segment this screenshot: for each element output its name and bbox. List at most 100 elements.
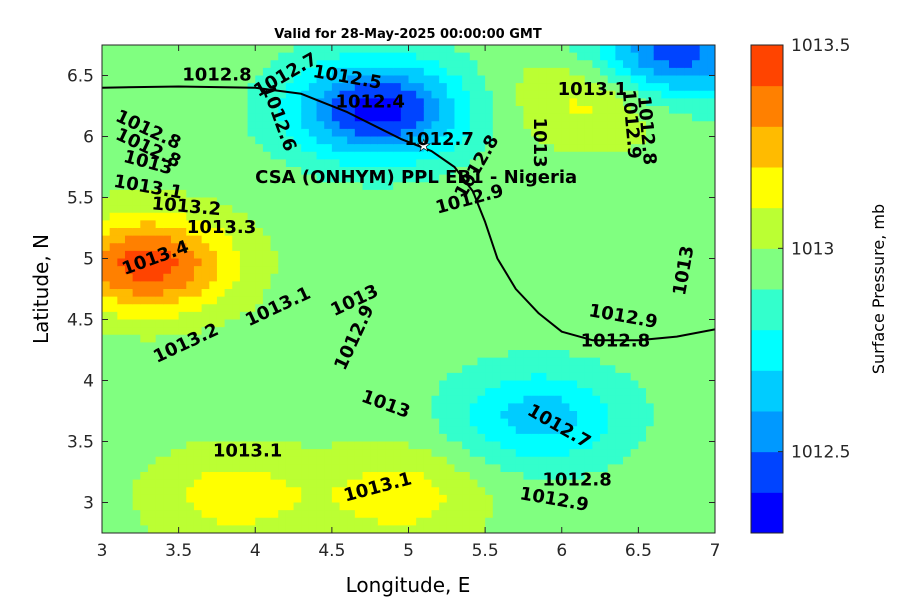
field-cell (124, 311, 134, 321)
field-cell (209, 357, 218, 366)
field-cell (232, 426, 241, 435)
field-cell (201, 52, 210, 61)
field-cell (400, 289, 410, 298)
field-cell (102, 502, 111, 511)
field-cell (370, 151, 379, 160)
field-cell (170, 296, 180, 305)
field-cell (209, 487, 218, 496)
field-cell (569, 151, 578, 160)
field-cell (531, 433, 540, 443)
field-cell (446, 372, 456, 382)
field-cell (331, 75, 341, 84)
field-cell (370, 250, 379, 260)
field-cell (531, 311, 540, 321)
field-cell (370, 433, 379, 443)
field-cell (124, 113, 134, 122)
field-cell (600, 334, 609, 343)
field-cell (324, 273, 333, 282)
field-cell (554, 136, 563, 145)
field-cell (469, 418, 479, 427)
field-cell (155, 342, 164, 351)
field-cell (377, 525, 387, 533)
field-cell (577, 365, 586, 374)
field-cell (577, 487, 586, 496)
field-cell (523, 327, 532, 336)
field-cell (554, 83, 563, 92)
field-cell (423, 83, 433, 92)
field-cell (569, 121, 578, 130)
field-cell (331, 189, 341, 199)
field-cell (454, 296, 463, 305)
field-cell (170, 449, 180, 458)
field-cell (140, 98, 149, 107)
field-cell (201, 67, 210, 77)
field-cell (454, 212, 463, 221)
field-cell (140, 235, 149, 244)
field-cell (147, 167, 157, 176)
field-cell (377, 289, 387, 298)
field-cell (354, 380, 364, 389)
field-cell (531, 90, 540, 99)
field-cell (653, 449, 662, 458)
field-cell (201, 487, 210, 496)
field-cell (485, 327, 494, 336)
field-cell (209, 494, 218, 504)
field-cell (546, 205, 555, 214)
field-cell (423, 98, 433, 107)
field-cell (531, 418, 540, 427)
field-cell (209, 304, 218, 313)
field-cell (232, 52, 241, 61)
field-cell (630, 372, 639, 382)
field-cell (124, 250, 134, 260)
field-cell (607, 388, 616, 397)
field-cell (577, 510, 586, 519)
field-cell (439, 365, 448, 374)
field-cell (293, 250, 302, 260)
field-cell (239, 479, 249, 488)
field-cell (377, 296, 387, 305)
field-cell (661, 456, 670, 465)
field-cell (385, 365, 394, 374)
field-cell (278, 334, 287, 343)
field-cell (500, 426, 509, 435)
field-cell (247, 304, 256, 313)
field-cell (423, 334, 433, 343)
field-cell (538, 144, 548, 153)
field-cell (354, 388, 364, 397)
field-cell (109, 90, 118, 99)
field-cell (147, 350, 157, 359)
field-cell (316, 525, 325, 533)
field-cell (247, 487, 256, 496)
field-cell (301, 151, 310, 160)
field-cell (431, 83, 440, 92)
field-cell (692, 167, 701, 176)
field-cell (147, 266, 157, 275)
field-cell (385, 479, 394, 488)
field-cell (454, 90, 463, 99)
field-cell (454, 388, 463, 397)
field-cell (431, 174, 440, 183)
field-cell (592, 327, 601, 336)
field-cell (439, 433, 448, 443)
field-cell (592, 517, 601, 526)
field-cell (293, 319, 302, 328)
field-cell (538, 75, 548, 84)
field-cell (370, 304, 379, 313)
field-cell (301, 502, 310, 511)
field-cell (301, 128, 310, 138)
field-cell (554, 433, 563, 443)
field-cell (630, 106, 639, 115)
field-cell (592, 83, 601, 92)
field-cell (653, 327, 662, 336)
field-cell (477, 479, 486, 488)
field-cell (216, 418, 226, 427)
field-cell (454, 327, 463, 336)
field-cell (400, 106, 410, 115)
field-cell (140, 258, 149, 267)
field-cell (400, 334, 410, 343)
field-cell (408, 464, 417, 473)
field-cell (523, 273, 532, 282)
field-cell (469, 449, 479, 458)
field-cell (462, 418, 471, 427)
field-cell (515, 128, 525, 138)
